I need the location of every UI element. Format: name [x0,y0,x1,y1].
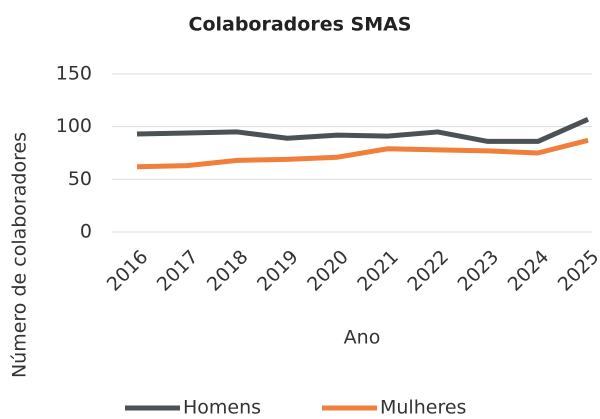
y-tick-label: 150 [56,63,92,85]
legend-label: Homens [183,397,261,419]
legend-label: Mulheres [380,397,466,419]
y-tick-label: 0 [80,221,92,243]
chart-title: Colaboradores SMAS [189,14,412,36]
x-tick-label: 2021 [353,246,403,296]
line-series [136,137,589,170]
y-tick-label: 50 [68,168,92,190]
x-tick-label: 2019 [253,246,303,296]
x-tick-label: 2022 [403,246,453,296]
line-series [136,117,590,144]
x-tick-label: 2018 [203,246,253,296]
x-tick-label: 2016 [103,246,153,296]
x-tick-label: 2017 [153,246,203,296]
x-tick-label: 2020 [303,246,353,296]
x-tick-label: 2025 [554,246,600,296]
y-axis-label: Número de colaboradores [9,132,31,378]
y-tick-label: 100 [56,115,92,137]
x-axis-label: Ano [344,327,381,349]
x-tick-label: 2024 [504,246,554,296]
x-tick-label: 2023 [453,246,503,296]
